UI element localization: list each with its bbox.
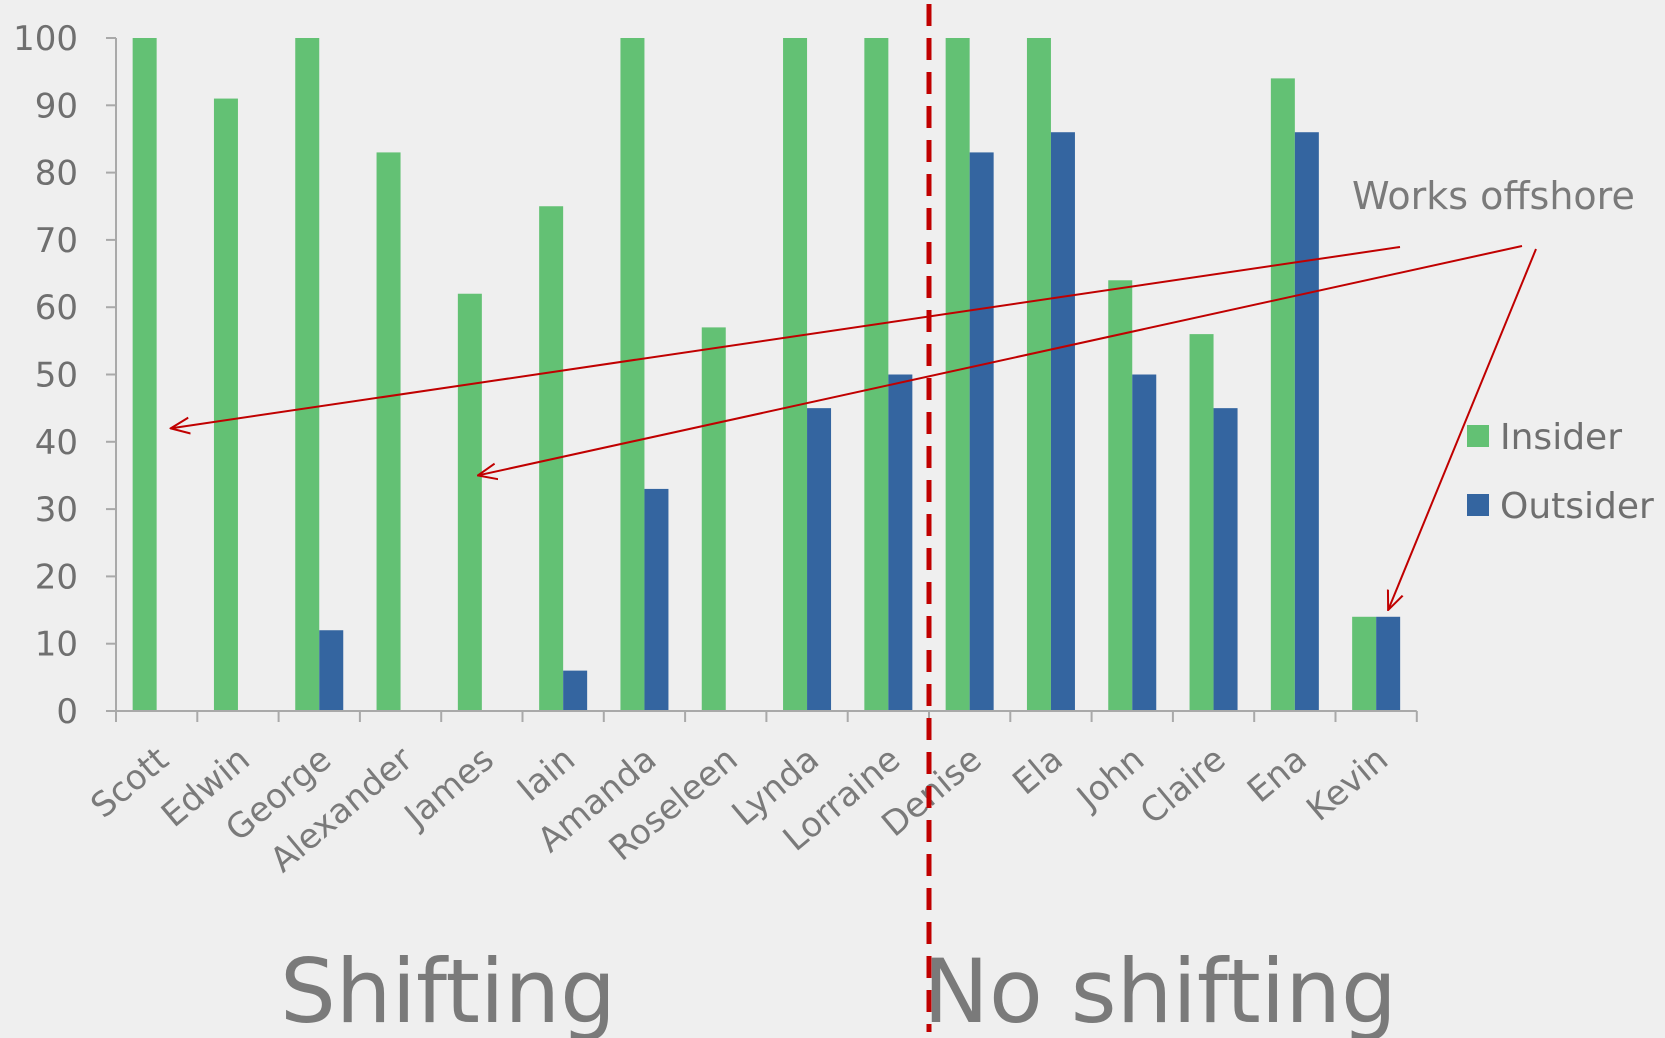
group-label-no-shifting: No shifting (923, 940, 1397, 1038)
bar-insider-roseleen (701, 327, 726, 711)
annotation-label: Works offshore (1352, 174, 1635, 218)
bar-outsider-george (319, 630, 344, 711)
annotation-layer: Works offshore (171, 174, 1635, 610)
y-tick-label-0: 0 (56, 692, 78, 732)
group-label-shifting: Shifting (280, 940, 616, 1038)
y-tick-label-40: 40 (35, 423, 78, 463)
x-tick-label-james: James (396, 739, 502, 837)
y-tick-label-10: 10 (35, 625, 78, 665)
bar-outsider-john (1132, 374, 1157, 711)
y-tick-label-70: 70 (35, 221, 78, 261)
bar-insider-edwin (213, 98, 238, 711)
group-labels: Shifting No shifting (280, 940, 1397, 1038)
y-tick-label-50: 50 (35, 356, 78, 396)
bar-outsider-ena (1294, 132, 1319, 712)
bar-outsider-kevin (1376, 616, 1401, 711)
y-tick-label-100: 100 (13, 19, 78, 59)
bars (132, 38, 1401, 712)
legend-label-outsider: Outsider (1500, 486, 1654, 527)
bar-insider-george (295, 38, 320, 711)
bar-insider-denise (945, 38, 970, 711)
bar-outsider-lynda (807, 408, 832, 711)
y-tick-label-60: 60 (35, 288, 78, 328)
y-tick-label-20: 20 (35, 557, 78, 597)
bar-outsider-iain (563, 670, 588, 711)
bar-insider-kevin (1352, 616, 1377, 711)
x-tick-label-kevin: Kevin (1299, 739, 1396, 829)
y-tick-label-90: 90 (35, 86, 78, 126)
bar-outsider-amanda (644, 488, 669, 711)
bar-insider-amanda (620, 38, 645, 711)
annotation-arrow-scott (171, 246, 1401, 428)
bar-insider-james (457, 293, 482, 711)
bar-insider-scott (132, 38, 157, 711)
y-tick-label-80: 80 (35, 154, 78, 194)
x-tick-label-ela: Ela (1005, 739, 1070, 803)
y-tick-label-30: 30 (35, 490, 78, 530)
legend-swatch-outsider (1467, 494, 1489, 516)
x-tick-label-claire: Claire (1133, 739, 1233, 832)
bar-insider-ena (1270, 78, 1295, 711)
annotation-arrow-kevin (1388, 248, 1537, 610)
bar-insider-john (1108, 280, 1133, 711)
bar-insider-lynda (783, 38, 808, 711)
bar-insider-claire (1189, 334, 1214, 711)
legend-swatch-insider (1467, 425, 1489, 447)
bar-outsider-claire (1213, 408, 1238, 711)
y-axis: 0 10 20 30 40 50 60 70 80 90 100 (13, 19, 117, 732)
legend-label-insider: Insider (1500, 417, 1622, 458)
legend: Insider Outsider (1467, 417, 1654, 527)
bar-outsider-lorraine (888, 374, 913, 711)
bar-insider-alexander (376, 152, 401, 711)
bar-insider-ela (1026, 38, 1051, 711)
bar-outsider-ela (1050, 132, 1075, 712)
annotation-arrow-james (478, 245, 1523, 475)
bar-outsider-denise (969, 152, 994, 711)
bar-insider-lorraine (864, 38, 889, 711)
